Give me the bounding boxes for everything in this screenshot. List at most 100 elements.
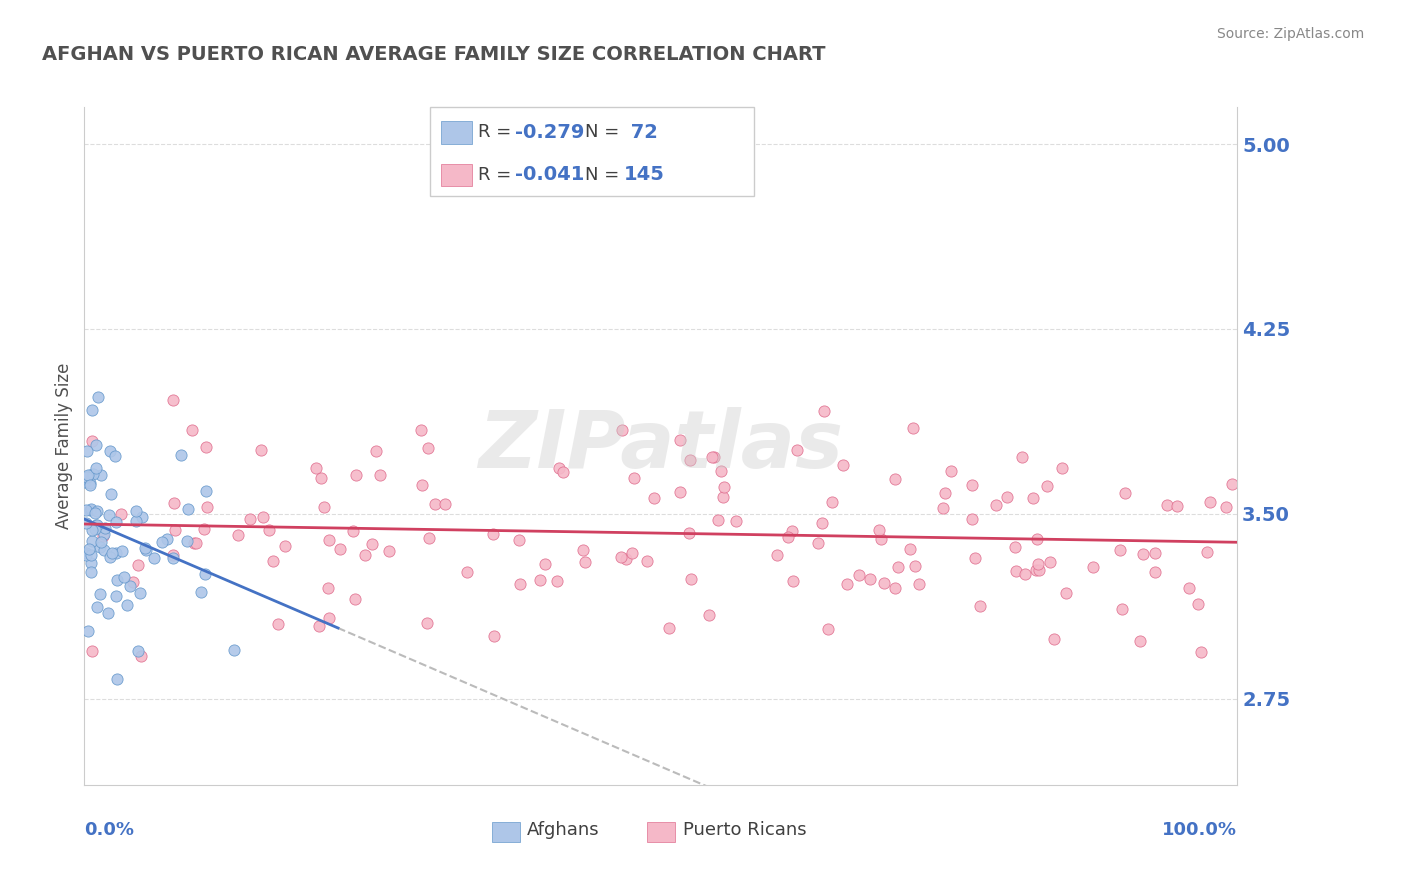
Point [105, 574, 128, 588]
Point [121, 574, 143, 589]
Point [960, 511, 983, 525]
Point [193, 522, 215, 536]
Point [884, 582, 907, 596]
Point [82, 467, 104, 482]
Point [786, 442, 808, 457]
Point [105, 672, 128, 686]
Point [678, 453, 700, 467]
Text: 100.0%: 100.0% [1163, 821, 1237, 838]
Point [960, 478, 983, 492]
Point [118, 579, 141, 593]
Point [226, 528, 249, 542]
Point [104, 515, 127, 529]
Point [868, 524, 890, 538]
Point [80, 557, 103, 571]
Point [610, 549, 633, 564]
Point [1114, 485, 1136, 500]
Point [1215, 500, 1237, 514]
Point [80, 565, 103, 579]
Point [817, 622, 839, 636]
Point [482, 527, 505, 541]
Point [183, 536, 205, 550]
Point [329, 542, 352, 557]
Point [668, 433, 690, 447]
Point [848, 567, 870, 582]
Point [124, 504, 146, 518]
Point [127, 558, 149, 572]
Point [1021, 491, 1043, 505]
Point [820, 495, 842, 509]
Point [997, 491, 1019, 505]
Point [94, 521, 117, 535]
Text: -0.041: -0.041 [515, 165, 583, 185]
Point [239, 512, 262, 526]
Text: AFGHAN VS PUERTO RICAN AVERAGE FAMILY SIZE CORRELATION CHART: AFGHAN VS PUERTO RICAN AVERAGE FAMILY SI… [42, 45, 825, 63]
Point [710, 464, 733, 478]
Point [86, 503, 108, 517]
Point [165, 523, 187, 537]
Y-axis label: Average Family Size: Average Family Size [55, 363, 73, 529]
Point [129, 586, 152, 600]
Point [934, 485, 956, 500]
Point [100, 546, 122, 560]
Point [176, 534, 198, 549]
Point [898, 541, 921, 556]
Point [725, 514, 748, 528]
Point [699, 608, 721, 623]
Point [1054, 586, 1077, 600]
Point [713, 480, 735, 494]
Point [131, 509, 153, 524]
Point [835, 576, 858, 591]
Point [778, 530, 800, 544]
Text: R =: R = [478, 123, 517, 141]
Point [93, 527, 115, 541]
Point [195, 500, 218, 515]
Point [314, 500, 336, 514]
Point [418, 441, 440, 455]
Point [886, 559, 908, 574]
Point [75, 548, 97, 562]
Point [614, 552, 637, 566]
Point [170, 448, 193, 462]
Point [1005, 565, 1028, 579]
Point [184, 536, 207, 550]
Point [177, 502, 200, 516]
Point [620, 546, 643, 560]
Point [80, 644, 103, 658]
Point [75, 503, 97, 517]
Point [572, 542, 595, 557]
Point [79, 476, 101, 491]
Point [80, 501, 103, 516]
Point [884, 472, 907, 486]
Point [162, 393, 184, 408]
Point [623, 471, 645, 485]
Point [969, 599, 991, 613]
Point [80, 402, 103, 417]
Text: R =: R = [478, 166, 517, 184]
Point [262, 554, 284, 568]
Point [80, 549, 103, 563]
Point [98, 508, 121, 522]
Point [423, 497, 446, 511]
Point [86, 517, 108, 532]
Point [104, 449, 127, 463]
Point [1039, 555, 1062, 569]
Point [309, 471, 332, 485]
Point [1166, 499, 1188, 513]
Point [411, 424, 433, 438]
Point [115, 598, 138, 612]
Point [1109, 543, 1132, 558]
Point [807, 536, 830, 550]
Point [1004, 540, 1026, 554]
Point [1199, 494, 1222, 508]
Text: N =: N = [585, 123, 624, 141]
Point [84, 438, 107, 452]
Text: 72: 72 [624, 122, 658, 142]
Point [908, 577, 931, 591]
Point [1187, 597, 1209, 611]
Point [456, 565, 478, 579]
Point [318, 611, 340, 625]
Point [190, 585, 212, 599]
Point [79, 503, 101, 517]
Point [104, 546, 127, 560]
